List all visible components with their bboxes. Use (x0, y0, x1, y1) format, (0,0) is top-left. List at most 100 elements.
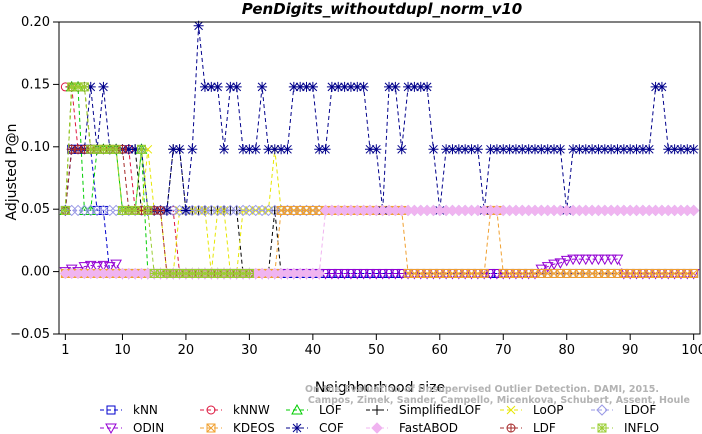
data-point-cof (415, 81, 426, 92)
series-cof (60, 20, 699, 216)
legend-label-simplifiedlof: SimplifiedLOF (399, 403, 481, 417)
data-point-cof (364, 144, 375, 155)
data-point-cof (339, 81, 350, 92)
data-point-cof (491, 144, 502, 155)
series-line-cof (64, 25, 694, 211)
data-point-cof (656, 81, 667, 92)
legend-item-inflo: INFLO (591, 421, 659, 434)
data-point-odin (103, 262, 116, 273)
series-line-kdeos (65, 209, 694, 274)
data-point-cof (466, 144, 477, 155)
legend-label-ldof: LDOF (624, 403, 656, 417)
data-point-cof (161, 205, 172, 216)
data-point-cof (625, 144, 636, 155)
y-tick-label: 0.15 (21, 77, 50, 92)
legend-marker-fastabod (371, 422, 383, 434)
series-fastabod (59, 204, 700, 280)
data-point-cof (199, 81, 210, 92)
legend-marker-odin (105, 423, 117, 434)
legend-label-inflo: INFLO (624, 421, 659, 434)
data-point-cof (523, 144, 534, 155)
data-point-cof (587, 144, 598, 155)
data-point-inflo (244, 268, 254, 278)
x-tick-label: 80 (558, 343, 575, 358)
data-point-cof (282, 144, 293, 155)
data-point-odin (326, 268, 338, 280)
data-point-cof (333, 81, 344, 92)
y-tick-label: 0.00 (21, 265, 50, 280)
data-point-cof (409, 81, 420, 92)
data-point-odin (357, 268, 370, 280)
data-point-cof (206, 81, 217, 92)
plot-frame (58, 21, 701, 335)
data-point-odin (611, 254, 624, 266)
data-point-odin (548, 259, 560, 271)
x-tick-label: 60 (432, 343, 449, 358)
legend-item-ldf: LDF (500, 421, 556, 434)
watermark-line-2: On the Evaluation of Unsupervised Outlie… (305, 384, 659, 395)
legend-label-cof: COF (319, 421, 344, 434)
data-point-odin (376, 268, 389, 280)
y-tick-label: 0.20 (21, 15, 50, 30)
x-tick-label: 20 (178, 343, 195, 358)
data-point-cof (301, 81, 312, 92)
data-point-cof (238, 144, 249, 155)
x-tick-label: 40 (305, 343, 322, 358)
data-point-cof (371, 144, 382, 155)
data-point-inflo (60, 205, 70, 215)
data-point-cof (231, 81, 242, 92)
data-point-fastabod (313, 267, 325, 280)
data-point-odin (110, 259, 122, 271)
legend-marker-inflo (597, 423, 607, 433)
data-point-odin (78, 262, 91, 273)
data-point-odin (560, 255, 573, 267)
data-point-odin (573, 254, 586, 266)
data-point-cof (460, 144, 471, 155)
plot-area (59, 20, 700, 280)
data-point-cof (555, 144, 566, 155)
data-point-cof (244, 144, 255, 155)
series-lof (59, 80, 256, 278)
x-tick-label: 50 (368, 343, 385, 358)
data-point-cof (453, 144, 464, 155)
series-knnw (60, 82, 254, 278)
legend-item-simplifiedlof: SimplifiedLOF (366, 403, 481, 417)
data-point-odin (567, 254, 579, 266)
data-point-cof (675, 144, 686, 155)
data-point-odin (579, 254, 592, 266)
data-point-cof (307, 81, 318, 92)
data-point-cof (669, 144, 680, 155)
data-point-cof (295, 81, 306, 92)
legend-item-ldof: LDOF (591, 403, 656, 417)
data-point-cof (187, 144, 198, 155)
data-point-inflo (79, 82, 89, 92)
legend-label-ldf: LDF (533, 421, 556, 434)
series-line-lof (64, 86, 250, 274)
data-point-odin (345, 268, 357, 280)
series-inflo (60, 82, 254, 278)
series-line-knnw (65, 86, 250, 274)
x-tick-label: 90 (622, 343, 639, 358)
data-point-cof (276, 144, 287, 155)
data-point-inflo (130, 205, 140, 215)
data-point-odin (389, 268, 402, 280)
watermark: On the Evaluation of Unsupervised Outlie… (305, 384, 690, 406)
chart-title: PenDigits_withoutdupl_norm_v10 (242, 0, 522, 18)
legend-marker-knn (106, 405, 116, 415)
data-point-inflo (111, 144, 121, 154)
data-point-cof (422, 81, 433, 92)
legend-marker-simplifiedlof (372, 405, 382, 415)
data-point-cof (682, 144, 693, 155)
data-point-cof (384, 81, 395, 92)
series-kdeos (60, 205, 699, 278)
data-point-cof (358, 81, 369, 92)
data-point-cof (130, 144, 141, 155)
data-point-cof (549, 144, 560, 155)
legend-label-odin: ODIN (133, 421, 164, 434)
data-point-fastabod (687, 204, 700, 217)
data-point-cof (510, 144, 521, 155)
data-point-cof (396, 144, 407, 155)
data-point-cof (580, 144, 591, 155)
data-point-cof (447, 144, 458, 155)
data-point-odin (554, 258, 567, 269)
